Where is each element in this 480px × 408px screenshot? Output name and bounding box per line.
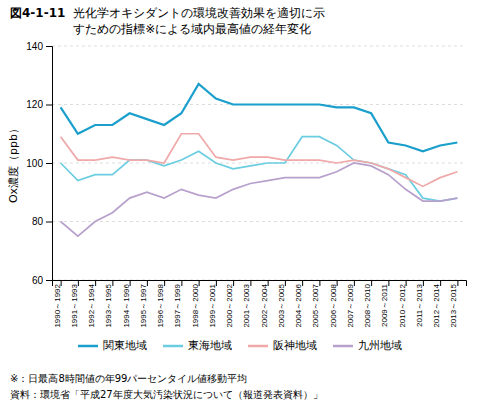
y-tick-label: 140 bbox=[26, 41, 43, 52]
x-tick: 2012～2014 bbox=[432, 280, 441, 328]
legend: 関東地域 東海地域 阪神地域 九州地域 bbox=[78, 339, 402, 352]
x-tick: 2011～2013 bbox=[415, 280, 424, 327]
x-tick-label: 1999～2001 bbox=[208, 283, 217, 327]
x-tick: 1998～2000 bbox=[191, 280, 200, 328]
grid bbox=[52, 46, 466, 280]
y-tick: 140 bbox=[26, 41, 52, 52]
x-tick-label: 1993～1995 bbox=[104, 283, 113, 327]
legend-label: 東海地域 bbox=[188, 339, 232, 352]
x-tick: 2003～2005 bbox=[277, 280, 286, 328]
series-lines bbox=[61, 84, 458, 236]
x-tick: 2010～2012 bbox=[398, 280, 407, 328]
legend-swatch bbox=[248, 345, 268, 348]
series-line bbox=[61, 163, 458, 236]
x-tick-label: 1990～1992 bbox=[53, 283, 62, 327]
x-tick-label: 1994～1996 bbox=[122, 283, 131, 327]
x-tick: 1992～1994 bbox=[87, 280, 96, 328]
x-tick: 1996～1998 bbox=[156, 280, 165, 328]
x-tick-label: 2006～2008 bbox=[329, 283, 338, 327]
y-tick-label: 120 bbox=[26, 99, 43, 110]
x-tick-label: 2003～2005 bbox=[277, 283, 286, 327]
x-tick: 2008～2010 bbox=[363, 280, 372, 328]
x-tick: 2000～2002 bbox=[225, 280, 234, 328]
subtitle: 光化学オキシダントの環境改善効果を適切に示 bbox=[73, 6, 325, 20]
x-tick-label: 2001～2003 bbox=[242, 283, 251, 327]
y-tick: 80 bbox=[32, 216, 52, 227]
chart: 図4-1-11 光化学オキシダントの環境改善効果を適切に示すための指標※による域内… bbox=[0, 0, 480, 408]
annotation: ※：日最高8時間値の年99パーセンタイル値移動平均 bbox=[10, 373, 247, 384]
series-line bbox=[61, 137, 458, 201]
x-tick-label: 1997～1999 bbox=[173, 283, 182, 327]
subtitle: すための指標※による域内最高値の経年変化 bbox=[73, 22, 311, 36]
x-tick-label: 2012～2014 bbox=[432, 283, 441, 327]
x-tick: 2002～2004 bbox=[260, 280, 269, 328]
x-tick-label: 2004～2006 bbox=[294, 283, 303, 327]
y-axis-title: Ox濃度（ppb） bbox=[7, 123, 20, 203]
x-tick-label: 2007～2009 bbox=[346, 283, 355, 327]
y-tick-label: 80 bbox=[32, 216, 44, 227]
legend-label: 関東地域 bbox=[103, 339, 147, 352]
grid-line bbox=[52, 46, 466, 47]
series-line bbox=[61, 84, 458, 151]
legend-item: 阪神地域 bbox=[248, 339, 317, 352]
y-axis-line bbox=[46, 47, 53, 281]
x-tick-label: 2002～2004 bbox=[260, 283, 269, 327]
x-tick: 1994～1996 bbox=[122, 280, 131, 328]
x-tick-label: 1992～1994 bbox=[87, 283, 96, 327]
x-tick: 2001～2003 bbox=[242, 280, 251, 328]
x-tick-label: 1991～1993 bbox=[70, 283, 79, 327]
x-tick: 2013～2015 bbox=[449, 280, 458, 328]
x-tick: 1993～1995 bbox=[104, 280, 113, 328]
y-tick: 60 bbox=[32, 275, 52, 286]
x-tick: 2009～2011 bbox=[380, 280, 389, 327]
y-tick-label: 100 bbox=[26, 158, 43, 169]
y-tick: 120 bbox=[26, 99, 52, 110]
x-tick: 1999～2001 bbox=[208, 280, 217, 328]
x-tick-label: 1998～2000 bbox=[191, 283, 200, 327]
y-tick-label: 60 bbox=[32, 275, 44, 286]
x-tick: 1990～1992 bbox=[53, 280, 62, 328]
x-tick-label: 1996～1998 bbox=[156, 283, 165, 327]
legend-item: 九州地域 bbox=[333, 339, 402, 352]
legend-swatch bbox=[333, 345, 353, 348]
y-tick-mark bbox=[46, 46, 52, 47]
x-tick: 2007～2009 bbox=[346, 280, 355, 328]
legend-swatch bbox=[163, 345, 183, 348]
title: 図4-1-11 bbox=[10, 6, 65, 20]
x-tick: 2005～2007 bbox=[311, 280, 320, 328]
y-tick-mark bbox=[46, 280, 52, 281]
legend-item: 東海地域 bbox=[163, 339, 232, 352]
legend-item: 関東地域 bbox=[78, 339, 147, 352]
x-tick: 1997～1999 bbox=[173, 280, 182, 328]
x-tick: 2004～2006 bbox=[294, 280, 303, 328]
x-tick-label: 2010～2012 bbox=[398, 283, 407, 327]
x-tick-label: 2009～2011 bbox=[380, 283, 389, 327]
x-tick: 1991～1993 bbox=[70, 280, 79, 328]
legend-swatch bbox=[78, 345, 98, 348]
x-tick-label: 2011～2013 bbox=[415, 283, 424, 327]
x-axis: 1990～1992 1991～1993 1992～1994 1993～1995 1994… bbox=[53, 280, 467, 328]
legend-label: 九州地域 bbox=[358, 339, 402, 352]
legend-label: 阪神地域 bbox=[273, 339, 317, 352]
annotation: 資料：環境省「平成27年度大気汚染状況について（報道発表資料）」 bbox=[10, 389, 323, 400]
plot-area: 60 80 100 120 140 1990～1992 1991～1993 1992～1994… bbox=[26, 41, 466, 328]
y-tick: 100 bbox=[26, 158, 52, 169]
y-tick-mark bbox=[46, 222, 52, 223]
y-tick-mark bbox=[46, 163, 52, 164]
x-tick-label: 2013～2015 bbox=[449, 283, 458, 327]
grid-line bbox=[52, 163, 466, 164]
x-tick-label: 2000～2002 bbox=[225, 283, 234, 327]
y-axis: 60 80 100 120 140 bbox=[26, 41, 52, 286]
x-tick: 2006～2008 bbox=[329, 280, 338, 328]
series-line bbox=[61, 134, 458, 187]
grid-line bbox=[52, 221, 466, 222]
x-tick-label: 2008～2010 bbox=[363, 283, 372, 327]
x-tick: 1995～1997 bbox=[139, 280, 148, 328]
x-tick-label: 2005～2007 bbox=[311, 283, 320, 327]
y-tick-mark bbox=[46, 105, 52, 106]
x-tick-label: 1995～1997 bbox=[139, 283, 148, 327]
